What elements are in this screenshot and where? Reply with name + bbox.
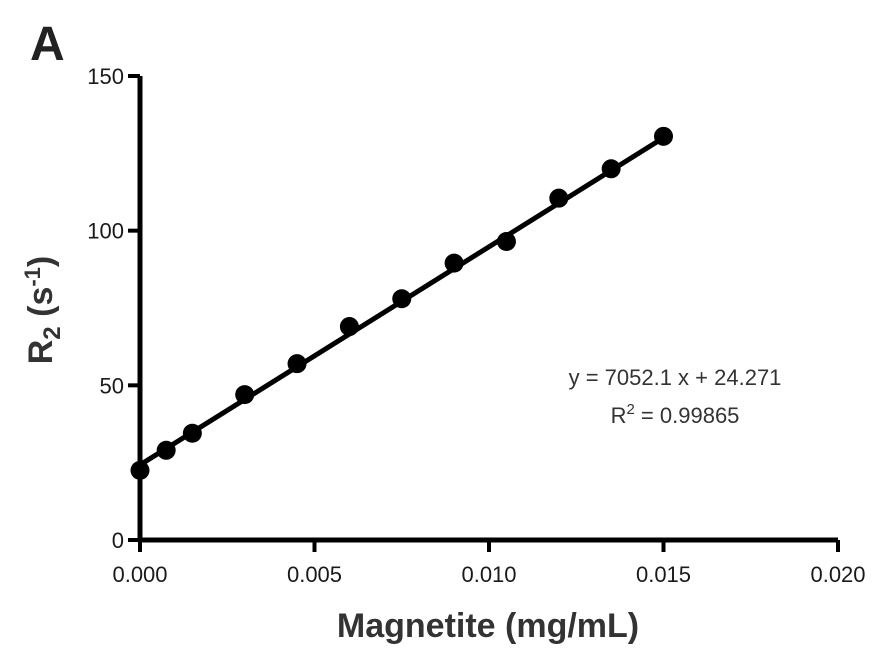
y-axis-title-unit-sup: -1 — [20, 267, 45, 287]
y-tick-label: 150 — [87, 64, 124, 89]
data-point — [496, 231, 516, 251]
data-point — [182, 423, 202, 443]
r-squared-prefix: R — [611, 403, 627, 428]
x-tick-label: 0.005 — [287, 562, 342, 587]
data-point — [156, 440, 176, 460]
y-axis-title-unit: (s — [22, 287, 60, 327]
x-tick-label: 0.000 — [112, 562, 167, 587]
data-point — [130, 460, 150, 480]
y-tick-label: 50 — [100, 373, 124, 398]
x-axis-title: Magnetite (mg/mL) — [337, 607, 639, 645]
data-point — [339, 317, 359, 337]
x-tick-label: 0.010 — [461, 562, 516, 587]
y-axis-ticks: 0 50 100 150 — [87, 64, 140, 553]
data-point — [392, 289, 412, 309]
y-axis-title-unit-close: ) — [22, 256, 60, 267]
data-point — [601, 159, 621, 179]
x-axis-ticks: 0.000 0.005 0.010 0.015 0.020 — [112, 540, 866, 587]
y-tick-label: 0 — [112, 528, 124, 553]
y-tick-label: 100 — [87, 219, 124, 244]
y-axis-title-sub: 2 — [39, 326, 66, 339]
r-squared-value: = 0.99865 — [635, 403, 740, 428]
fit-equation: y = 7052.1 x + 24.271 — [569, 365, 782, 390]
data-point — [444, 253, 464, 273]
y-axis-title-main: R — [22, 340, 60, 365]
data-points — [130, 126, 673, 480]
data-point — [549, 188, 569, 208]
data-point — [287, 354, 307, 374]
data-point — [235, 385, 255, 405]
axes — [137, 76, 838, 543]
x-tick-label: 0.015 — [636, 562, 691, 587]
y-axis-title: R2 (s-1) — [20, 256, 66, 365]
panel-label: A — [30, 18, 65, 71]
r-squared: R2 = 0.99865 — [611, 401, 740, 428]
data-point — [654, 126, 673, 146]
x-tick-label: 0.020 — [810, 562, 865, 587]
r-squared-sup: 2 — [626, 401, 634, 418]
